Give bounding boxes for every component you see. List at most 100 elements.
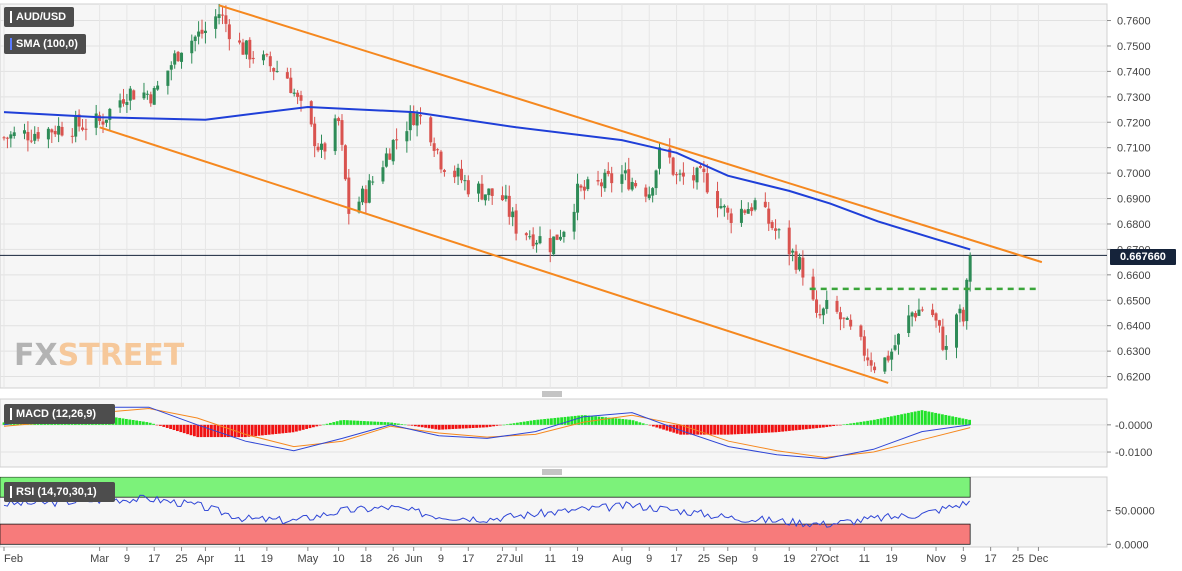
candle-down xyxy=(265,54,269,56)
macd-histogram-bar xyxy=(458,424,461,429)
macd-histogram-bar xyxy=(145,422,149,425)
macd-histogram-bar xyxy=(536,419,540,425)
candle-up xyxy=(603,172,607,189)
macd-histogram-bar xyxy=(686,424,689,435)
candle-up xyxy=(562,231,566,237)
price-tick-label: 0.6800 xyxy=(1117,219,1151,231)
macd-histogram-bar xyxy=(825,424,829,428)
macd-histogram-bar xyxy=(349,420,353,425)
macd-histogram-bar xyxy=(645,424,648,425)
macd-histogram-bar xyxy=(169,424,172,429)
candle-up xyxy=(33,133,37,141)
x-tick-label: Mar xyxy=(90,553,109,565)
candle-up xyxy=(94,113,98,128)
price-series xyxy=(2,4,972,375)
macd-histogram-bar xyxy=(363,421,366,425)
macd-histogram-bar xyxy=(852,422,856,425)
macd-histogram-bar xyxy=(437,424,441,430)
macd-histogram-bar xyxy=(951,416,954,425)
macd-histogram-bar xyxy=(811,424,815,429)
x-axis: Feb Mar 9 17 25 Apr 11 19 May 10 18 26 Jun 9 17 27 Jul 11… xyxy=(3,547,1049,565)
macd-histogram-bar xyxy=(155,424,159,426)
macd-legend-text: MACD (12,26,9) xyxy=(16,408,97,420)
sma-legend[interactable]: SMA (100,0) xyxy=(4,34,86,54)
macd-histogram-bar xyxy=(621,419,625,425)
macd-histogram-bar xyxy=(516,422,519,425)
macd-legend[interactable]: MACD (12,26,9) xyxy=(4,404,115,424)
candle-down xyxy=(251,57,255,60)
candle-up xyxy=(456,167,460,177)
x-tick-label: 17 xyxy=(462,553,474,565)
x-tick-label: 17 xyxy=(985,553,997,565)
x-tick-label: 9 xyxy=(960,553,966,565)
candle-down xyxy=(634,182,638,187)
macd-histogram-bar xyxy=(121,418,125,425)
macd-histogram-bar xyxy=(866,420,869,425)
macd-histogram-bar xyxy=(182,424,186,434)
price-y-axis: 0.62000.63000.64000.65000.66000.67000.68… xyxy=(1107,16,1151,384)
price-tick-label: 0.7300 xyxy=(1117,92,1151,104)
macd-histogram-bar xyxy=(315,424,319,427)
candle-down xyxy=(774,228,778,231)
rsi-line xyxy=(3,494,970,528)
macd-histogram-bar xyxy=(176,424,179,432)
macd-histogram-bar xyxy=(713,424,716,435)
candle-up xyxy=(552,236,556,255)
macd-histogram-bar xyxy=(968,419,971,425)
candle-up xyxy=(371,181,375,183)
candle-up xyxy=(180,52,184,62)
macd-histogram-bar xyxy=(832,424,835,427)
candle-down xyxy=(610,173,614,184)
macd-histogram-bar xyxy=(937,413,941,425)
x-tick-label: 19 xyxy=(886,553,898,565)
pane-resize-handle[interactable] xyxy=(542,391,562,397)
candle-up xyxy=(791,250,795,253)
rsi-legend[interactable]: RSI (14,70,30,1) xyxy=(4,482,115,502)
macd-histogram-bar xyxy=(859,421,863,425)
candle-down xyxy=(412,112,416,126)
candle-down xyxy=(750,207,754,212)
candle-down xyxy=(934,313,938,321)
x-tick-label: 10 xyxy=(332,553,344,565)
macd-histogram-bar xyxy=(227,424,230,438)
macd-histogram-bar xyxy=(271,424,274,435)
macd-histogram-bar xyxy=(325,423,329,425)
macd-histogram-bar xyxy=(655,424,659,428)
sma-swatch xyxy=(10,38,12,50)
macd-signal-line xyxy=(3,407,971,459)
macd-histogram-bar xyxy=(230,424,234,438)
macd-histogram-bar xyxy=(757,424,761,434)
candle-up xyxy=(217,14,221,18)
candle-up xyxy=(722,205,726,208)
price-tick-label: 0.7100 xyxy=(1117,143,1151,155)
candle-up xyxy=(654,170,658,189)
macd-histogram-bar xyxy=(203,424,206,438)
sma-legend-text: SMA (100,0) xyxy=(16,38,78,50)
macd-histogram-bar xyxy=(346,420,349,425)
macd-histogram-bar xyxy=(383,422,387,425)
macd-swatch xyxy=(10,408,12,420)
macd-histogram-bar xyxy=(250,424,254,437)
macd-histogram-bar xyxy=(604,417,608,425)
candle-down xyxy=(442,170,446,172)
macd-histogram-bar xyxy=(893,415,897,425)
pane-resize-handle[interactable] xyxy=(542,469,562,475)
macd-histogram-bar xyxy=(417,424,421,427)
x-tick-label: Oct xyxy=(822,553,839,565)
price-pane-background xyxy=(0,3,1108,389)
macd-histogram-bar xyxy=(352,420,356,425)
candle-up xyxy=(695,167,699,183)
x-tick-label: 19 xyxy=(571,553,583,565)
rsi-tick-label: 50.0000 xyxy=(1115,506,1155,518)
x-tick-label: Nov xyxy=(926,553,946,565)
macd-histogram-bar xyxy=(716,424,720,435)
candle-down xyxy=(200,29,204,34)
macd-histogram-bar xyxy=(842,424,846,425)
candle-down xyxy=(466,180,470,195)
candle-up xyxy=(320,143,324,150)
x-tick-label: 11 xyxy=(545,553,556,565)
candle-up xyxy=(156,85,160,90)
candle-down xyxy=(627,169,631,190)
x-tick-label: Sep xyxy=(718,553,738,565)
symbol-label[interactable]: AUD/USD xyxy=(4,7,75,27)
